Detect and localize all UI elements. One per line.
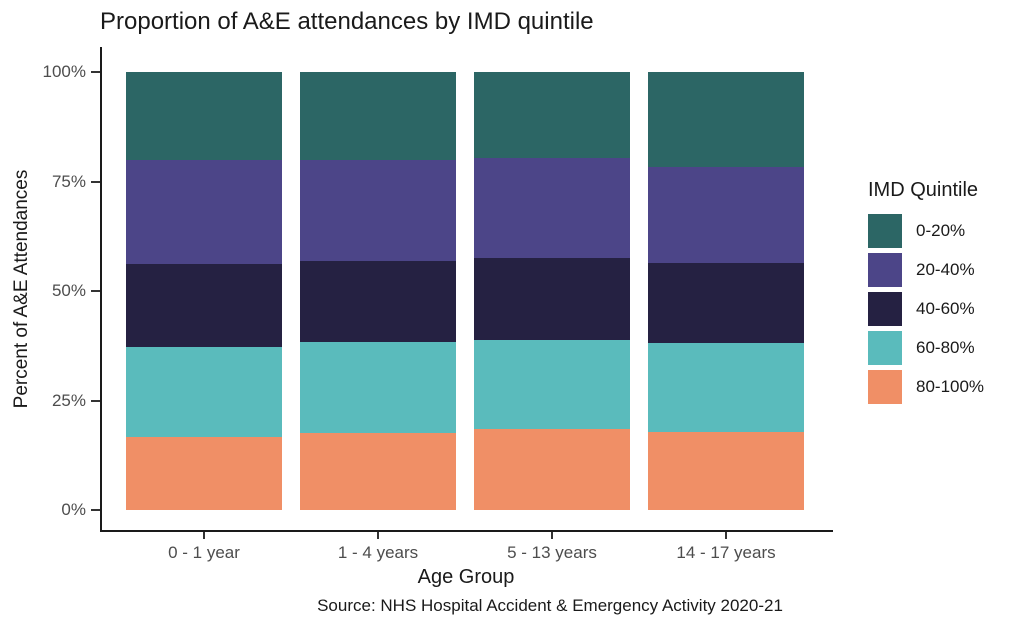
bar-segment-20-40% (648, 166, 804, 263)
bar-segment-20-40% (126, 159, 282, 265)
y-tick-label: 0% (61, 500, 86, 519)
legend: IMD Quintile 0-20% 20-40% 40-60% 60-80% 80-1… (868, 179, 984, 409)
bar-5-13years (474, 72, 630, 510)
legend-label: 20-40% (916, 260, 975, 279)
bar-segment-80-100% (300, 432, 456, 510)
legend-entry: 0-20% (868, 214, 984, 248)
x-axis-title: Age Group (417, 566, 515, 588)
x-tick-mark (551, 532, 553, 539)
y-tick-mark (91, 71, 100, 73)
y-tick-mark (91, 509, 100, 511)
legend-label: 80-100% (916, 377, 985, 396)
bar-segment-0-20% (648, 72, 804, 167)
bar-segment-40-60% (648, 263, 804, 344)
bar-segment-40-60% (474, 257, 630, 341)
bar-segment-60-80% (648, 343, 804, 433)
bar-14-17years (648, 72, 804, 510)
plot-panel (100, 47, 833, 532)
bar-segment-60-80% (474, 340, 630, 429)
legend-label: 0-20% (916, 221, 966, 240)
x-tick-label: 1 - 4 years (337, 543, 419, 562)
bar-0-1year (126, 72, 282, 510)
bar-segment-20-40% (474, 157, 630, 258)
bar-segment-40-60% (126, 264, 282, 347)
chart-title: Proportion of A&E attendances by IMD qui… (100, 8, 594, 35)
bar-segment-80-100% (126, 437, 282, 510)
legend-title: IMD Quintile (868, 179, 979, 201)
bar-segment-80-100% (474, 428, 630, 510)
legend-entry: 40-60% (868, 292, 984, 326)
y-tick-label: 100% (42, 62, 86, 81)
y-axis-title: Percent of A&E Attendances (11, 169, 32, 409)
x-tick-label: 14 - 17 years (676, 543, 776, 562)
y-tick-label: 25% (51, 390, 86, 410)
bar-segment-60-80% (300, 341, 456, 433)
bar-segment-0-20% (474, 72, 630, 158)
y-tick-mark (91, 180, 100, 183)
y-tick-mark (91, 399, 100, 402)
legend-entry: 80-100% (868, 370, 984, 404)
bar-segment-0-20% (300, 72, 456, 160)
bar-segment-80-100% (648, 432, 804, 510)
y-tick-label: 75% (51, 171, 86, 191)
bar-segment-60-80% (126, 346, 282, 438)
legend-label: 40-60% (916, 299, 975, 318)
legend-swatch-60-80% (868, 331, 902, 365)
legend-swatch-0-20% (868, 214, 902, 248)
legend-label: 60-80% (916, 338, 975, 357)
bar-1-4years (300, 72, 456, 510)
bar-segment-20-40% (300, 159, 456, 262)
bar-segment-40-60% (300, 261, 456, 342)
x-tick-mark (377, 532, 379, 539)
legend-entries: 0-20% 20-40% 40-60% 60-80% 80-100% (868, 214, 984, 404)
x-tick-mark (725, 532, 727, 539)
legend-swatch-80-100% (868, 370, 902, 404)
x-tick-label: 5 - 13 years (507, 543, 597, 562)
y-tick-label: 50% (51, 281, 86, 300)
legend-swatch-40-60% (868, 292, 902, 326)
legend-entry: 20-40% (868, 253, 984, 287)
y-tick-mark (91, 290, 100, 292)
legend-entry: 60-80% (868, 331, 984, 365)
x-tick-mark (203, 532, 205, 539)
bar-segment-0-20% (126, 72, 282, 160)
x-tick-label: 0 - 1 year (168, 543, 240, 562)
source-caption: Source: NHS Hospital Accident & Emergenc… (317, 596, 783, 615)
legend-swatch-20-40% (868, 253, 902, 287)
